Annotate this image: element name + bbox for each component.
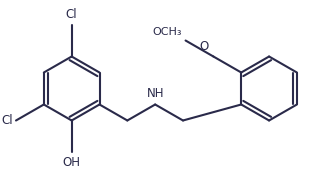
Text: OH: OH bbox=[63, 156, 81, 169]
Text: O: O bbox=[199, 40, 209, 53]
Text: NH: NH bbox=[146, 87, 164, 100]
Text: OCH₃: OCH₃ bbox=[153, 27, 182, 37]
Text: Cl: Cl bbox=[66, 8, 78, 21]
Text: Cl: Cl bbox=[1, 114, 13, 127]
